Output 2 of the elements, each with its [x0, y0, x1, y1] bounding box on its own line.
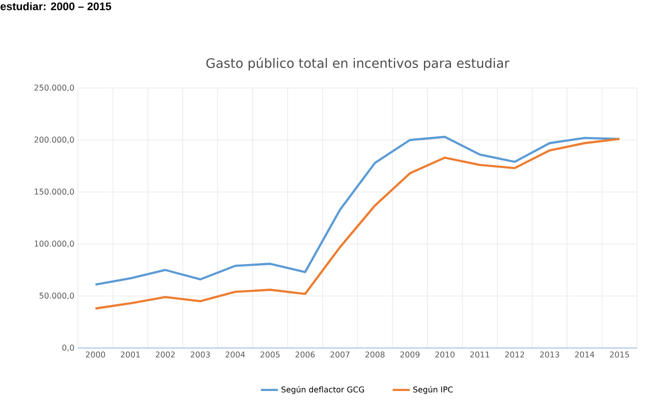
chart-title: Gasto público total en incentivos para estudiar — [206, 57, 510, 70]
text: estudiar: 2000 – 2015 — [0, 2, 112, 10]
